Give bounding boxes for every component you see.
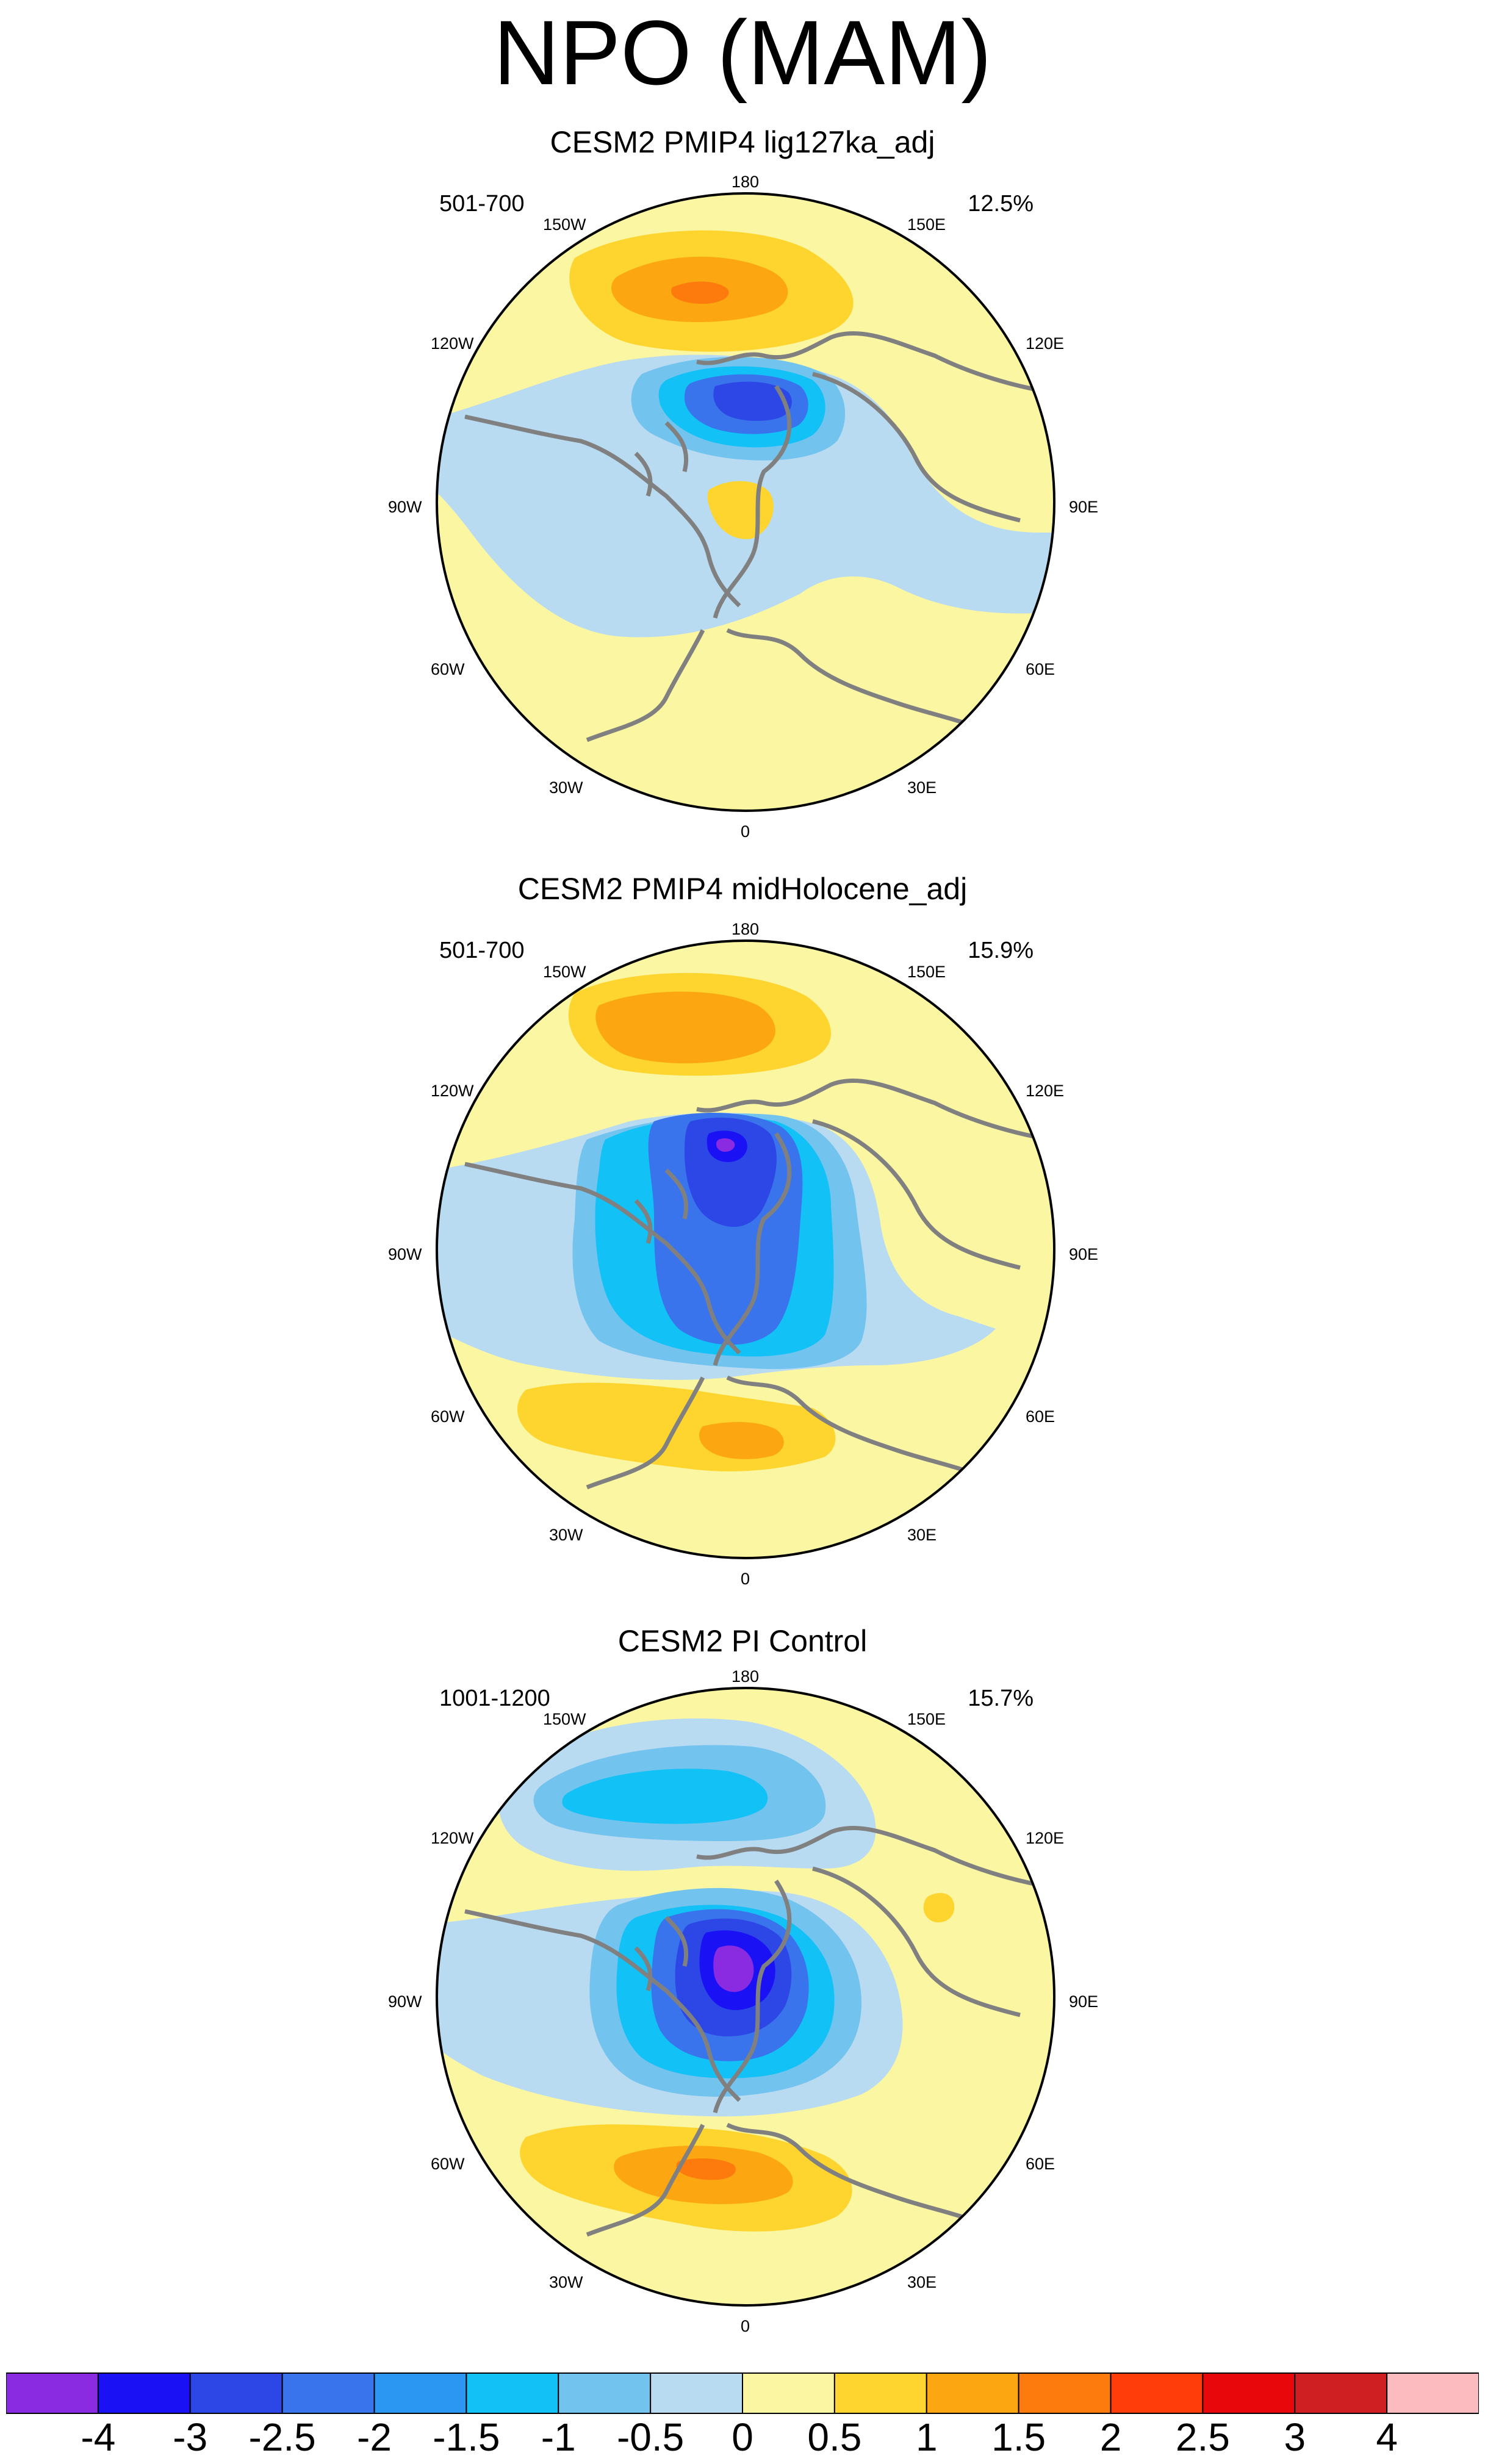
panel-2-contour-m4 <box>716 1138 735 1152</box>
panel-1-polar-map <box>436 192 1055 812</box>
colorbar-label: 1.5 <box>991 2415 1046 2459</box>
panel-3-positive-east <box>923 1893 955 1923</box>
panel-1-variance: 12.5% <box>968 191 1034 217</box>
colorbar-swatch <box>558 2372 652 2414</box>
panel-3-lon-0: 0 <box>741 2317 750 2335</box>
panel-2-title: CESM2 PMIP4 midHolocene_adj <box>517 872 968 906</box>
colorbar-swatch <box>1202 2372 1296 2414</box>
panel-2-lon-120w: 120W <box>431 1082 474 1100</box>
panel-3-lon-90e: 90E <box>1069 1992 1099 2011</box>
panel-3-contour-p2 <box>676 2158 736 2180</box>
panel-2-lon-0: 0 <box>741 1570 750 1588</box>
panel-1-lon-30w: 30W <box>549 778 583 797</box>
panel-2-lon-60e: 60E <box>1026 1407 1055 1426</box>
panel-1-lon-150w: 150W <box>543 215 586 234</box>
panel-2-lon-120e: 120E <box>1026 1082 1065 1100</box>
panel-2-lon-30w: 30W <box>549 1526 583 1544</box>
colorbar-label: 2.5 <box>1175 2415 1230 2459</box>
panel-2-lon-30e: 30E <box>907 1526 937 1544</box>
panel-3-title: CESM2 PI Control <box>617 1624 868 1658</box>
colorbar-label: 3 <box>1284 2415 1306 2459</box>
colorbar-label: -3 <box>173 2415 208 2459</box>
panel-3-years: 1001-1200 <box>439 1686 550 1711</box>
panel-3-lon-120w: 120W <box>431 1829 474 1847</box>
panel-2-lon-150e: 150E <box>907 963 946 981</box>
panel-2-map-border <box>436 939 1055 1559</box>
colorbar-label: 0.5 <box>807 2415 862 2459</box>
panel-3-lon-180: 180 <box>732 1667 760 1686</box>
colorbar-label: 2 <box>1099 2415 1122 2459</box>
panel-1-lon-60w: 60W <box>431 660 465 678</box>
colorbar-label: -0.5 <box>616 2415 685 2459</box>
colorbar-swatch <box>926 2372 1019 2414</box>
figure-title: NPO (MAM) <box>493 1 992 104</box>
panel-1-map-border <box>436 192 1055 812</box>
panel-2-lon-180: 180 <box>732 920 760 938</box>
panel-1-coastlines <box>464 331 1051 742</box>
panel-2-contour-p1-5 <box>595 991 775 1063</box>
panel-1-lon-120w: 120W <box>431 334 474 353</box>
panel-2-variance: 15.9% <box>968 938 1034 963</box>
panel-3-polar-map <box>436 1687 1055 2307</box>
colorbar-swatch <box>373 2372 467 2414</box>
panel-3-lon-120e: 120E <box>1026 1829 1065 1847</box>
colorbar-swatch <box>189 2372 283 2414</box>
panel-2-lon-60w: 60W <box>431 1407 465 1426</box>
panel-1-lon-150e: 150E <box>907 215 946 234</box>
panel-1-lon-0: 0 <box>741 822 750 841</box>
colorbar-label: -4 <box>81 2415 116 2459</box>
panel-1-lon-120e: 120E <box>1026 334 1065 353</box>
panel-3-contour-m1-5-north <box>562 1769 768 1824</box>
colorbar-swatch <box>281 2372 375 2414</box>
panel-1-years: 501-700 <box>439 191 525 217</box>
colorbar-label: -1 <box>541 2415 576 2459</box>
panel-1-contour-p2 <box>671 281 729 304</box>
panel-3-contour-m4 <box>713 1945 754 1992</box>
colorbar-swatch <box>742 2372 835 2414</box>
panel-3-lon-30w: 30W <box>549 2273 583 2291</box>
panel-3-coastlines <box>464 1825 1051 2237</box>
panel-2-coastlines <box>464 1078 1051 1490</box>
colorbar-swatch <box>650 2372 744 2414</box>
panel-1-lon-180: 180 <box>732 173 760 191</box>
colorbar-swatch <box>833 2372 927 2414</box>
colorbar-label: -2 <box>357 2415 392 2459</box>
panel-3-map-border <box>436 1687 1055 2307</box>
panel-1-title: CESM2 PMIP4 lig127ka_adj <box>550 125 935 159</box>
colorbar-label: 0 <box>732 2415 753 2459</box>
panel-2-polar-map <box>436 939 1055 1559</box>
panel-3-lon-150e: 150E <box>907 1710 946 1728</box>
panel-2-lon-90w: 90W <box>388 1245 422 1263</box>
colorbar-swatch <box>97 2372 191 2414</box>
panel-3-lon-60w: 60W <box>431 2155 465 2173</box>
colorbar-label: -2.5 <box>248 2415 316 2459</box>
colorbar-label: -1.5 <box>433 2415 500 2459</box>
panel-2-lon-150w: 150W <box>543 963 586 981</box>
colorbar-swatch <box>1110 2372 1204 2414</box>
panel-1-lon-30e: 30E <box>907 778 937 797</box>
panel-2-years: 501-700 <box>439 938 525 963</box>
panel-1-contour-m3 <box>713 381 792 421</box>
colorbar-swatch <box>6 2372 99 2414</box>
colorbar-swatch <box>1294 2372 1388 2414</box>
panel-1-lon-90e: 90E <box>1069 498 1099 516</box>
panel-3-variance: 15.7% <box>968 1686 1034 1711</box>
colorbar-label: 1 <box>915 2415 938 2459</box>
panel-3-lon-150w: 150W <box>543 1710 586 1728</box>
panel-1-lon-60e: 60E <box>1026 660 1055 678</box>
panel-3-lon-60e: 60E <box>1026 2155 1055 2173</box>
colorbar-swatch <box>1018 2372 1112 2414</box>
colorbar-swatch <box>1386 2372 1479 2414</box>
panel-3-lon-30e: 30E <box>907 2273 937 2291</box>
colorbar-label: 4 <box>1376 2415 1398 2459</box>
colorbar-swatch <box>466 2372 559 2414</box>
colorbar <box>6 2372 1479 2414</box>
panel-2-contour-p1-5-south <box>699 1422 784 1459</box>
panel-1-lon-90w: 90W <box>388 498 422 516</box>
panel-3-lon-90w: 90W <box>388 1992 422 2011</box>
panel-2-lon-90e: 90E <box>1069 1245 1099 1263</box>
